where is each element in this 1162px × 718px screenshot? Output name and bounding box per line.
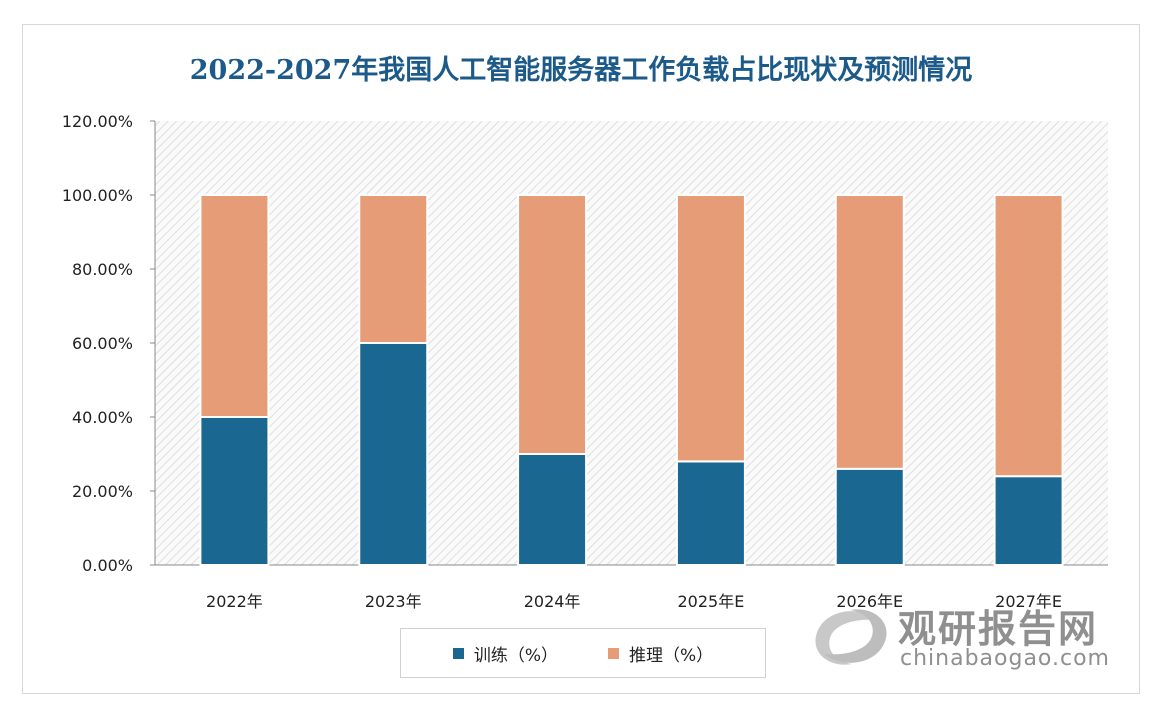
- legend-label-inference: 推理（%）: [629, 645, 714, 666]
- bar-training: [834, 467, 905, 566]
- bar-training: [517, 453, 588, 566]
- bar-training: [675, 460, 746, 566]
- bar-inference: [199, 194, 270, 418]
- y-tick-label: 100.00%: [62, 186, 133, 205]
- y-tick-label: 0.00%: [82, 556, 133, 575]
- bar-training: [199, 416, 270, 566]
- legend-swatch-inference: [608, 647, 619, 659]
- bar-inference: [993, 194, 1064, 478]
- bar-inference: [675, 194, 746, 463]
- legend-item-inference: 推理（%）: [608, 641, 713, 666]
- y-tick-label: 60.00%: [72, 334, 133, 353]
- legend-item-training: 训练（%）: [452, 641, 558, 666]
- legend: 训练（%） 推理（%）: [400, 628, 766, 678]
- plot-area: [155, 121, 1108, 565]
- y-tick-label: 20.00%: [72, 482, 133, 501]
- y-tick-label: 120.00%: [62, 112, 133, 131]
- y-tick-label: 40.00%: [72, 408, 133, 427]
- x-tick-label: 2025年E: [677, 592, 744, 611]
- watermark-logo-icon: [815, 609, 887, 665]
- watermark-cn: 观研报告网: [898, 607, 1099, 651]
- x-tick-label: 2027年E: [995, 592, 1062, 611]
- chart-title: 2022-2027年我国人工智能服务器工作负载占比现状及预测情况: [189, 55, 973, 86]
- x-tick-label: 2023年: [365, 592, 422, 611]
- legend-label-training: 训练（%）: [473, 645, 558, 666]
- legend-swatch-training: [452, 647, 464, 659]
- watermark-en: chinabaogao.com: [900, 646, 1110, 671]
- bar-inference: [517, 194, 588, 455]
- bar-training: [993, 475, 1064, 567]
- bar-inference: [834, 194, 905, 470]
- bar-training: [358, 342, 429, 566]
- y-tick-label: 80.00%: [72, 260, 133, 279]
- x-tick-label: 2024年: [524, 592, 581, 611]
- x-tick-label: 2026年E: [836, 592, 903, 611]
- bar-inference: [358, 194, 429, 344]
- x-tick-label: 2022年: [206, 592, 263, 611]
